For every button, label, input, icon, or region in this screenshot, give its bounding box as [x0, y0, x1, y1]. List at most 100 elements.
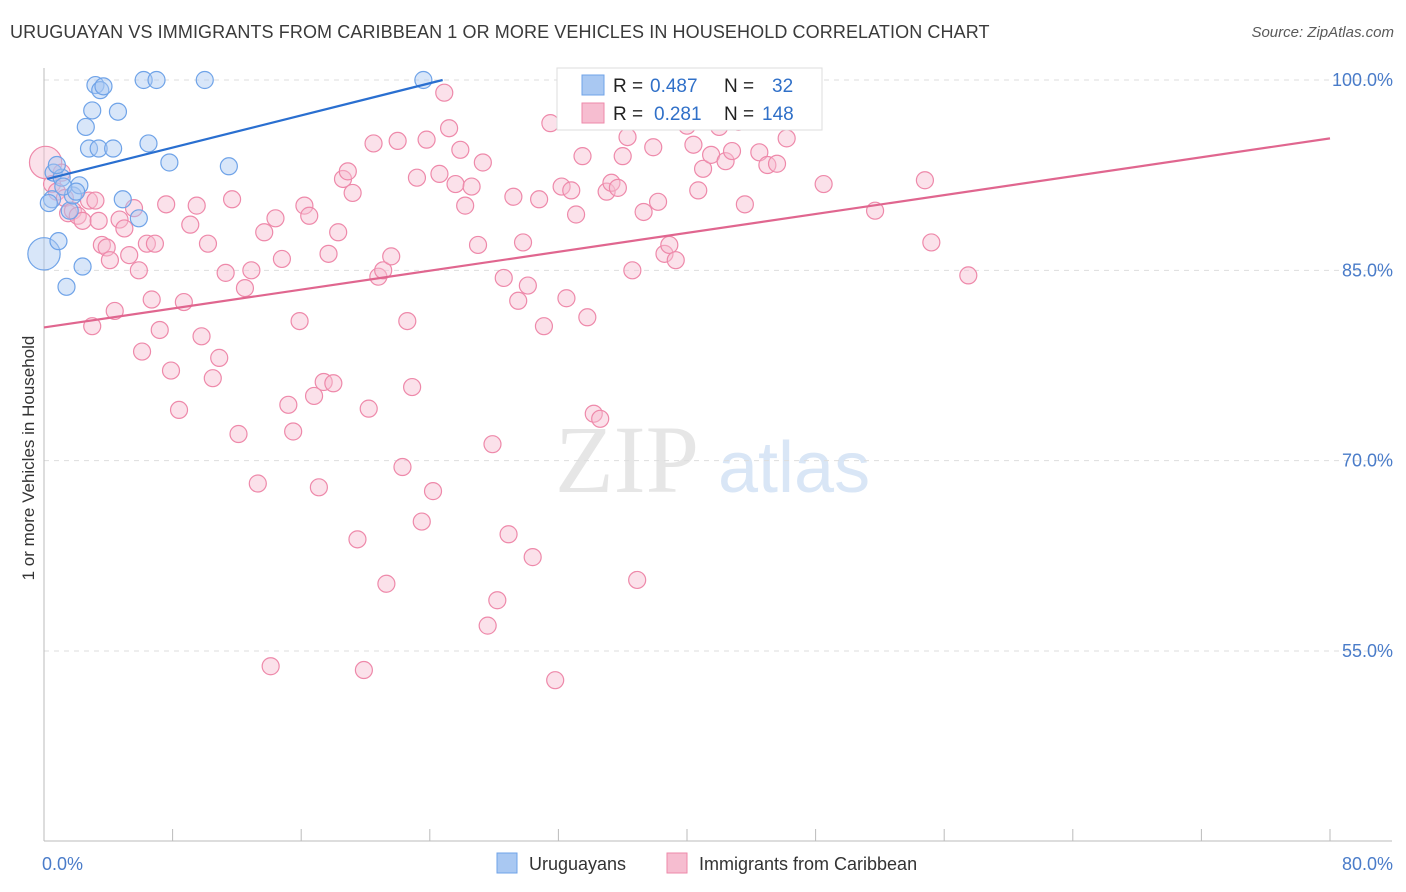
caribbean-point — [192, 327, 211, 346]
caribbean-point — [439, 119, 459, 138]
caribbean-point — [655, 244, 674, 263]
caribbean-point — [608, 178, 627, 197]
series-legend: Uruguayans Immigrants from Caribbean — [496, 852, 917, 874]
caribbean-point — [266, 209, 285, 228]
x-tick-label: 0.0% — [42, 854, 83, 874]
caribbean-point — [169, 400, 189, 420]
caribbean-point — [242, 261, 261, 280]
caribbean-point — [100, 251, 120, 270]
caribbean-point — [279, 395, 298, 414]
caribbean-point — [198, 234, 218, 253]
uruguayans-point — [94, 77, 113, 96]
stats-r-label-2: R = — [613, 104, 643, 125]
caribbean-point — [222, 190, 242, 209]
uruguayans-point — [79, 139, 99, 158]
caribbean-point — [513, 233, 533, 252]
caribbean-point — [359, 399, 378, 418]
caribbean-point — [319, 244, 338, 263]
uruguayans-point — [27, 237, 61, 271]
caribbean-trend-line — [43, 137, 1331, 329]
uruguayans-point — [76, 117, 95, 137]
caribbean-point — [523, 548, 542, 567]
caribbean-point — [716, 152, 735, 171]
caribbean-point — [509, 291, 528, 310]
caribbean-point — [666, 251, 685, 270]
uruguayans-point — [73, 257, 92, 276]
caribbean-point — [430, 164, 449, 183]
caribbean-point — [462, 177, 481, 196]
caribbean-point — [324, 374, 343, 393]
uruguayans-point — [60, 201, 79, 220]
caribbean-point — [86, 191, 105, 210]
caribbean-point — [504, 187, 523, 206]
series-uruguayans-points — [27, 70, 433, 296]
caribbean-point — [403, 377, 422, 397]
caribbean-point — [435, 83, 454, 102]
caribbean-point — [557, 289, 576, 308]
caribbean-point — [115, 219, 134, 238]
caribbean-point — [374, 261, 393, 280]
axes — [43, 68, 1392, 842]
uruguayans-point — [129, 209, 148, 228]
caribbean-point — [338, 162, 357, 181]
caribbean-point — [488, 591, 507, 610]
caribbean-point — [272, 249, 292, 269]
caribbean-point — [300, 206, 319, 225]
caribbean-point — [150, 320, 169, 340]
caribbean-point — [634, 202, 653, 222]
caribbean-point — [468, 235, 488, 255]
caribbean-point — [343, 183, 362, 203]
stats-n-value-1: 32 — [772, 76, 793, 97]
uruguayans-point — [219, 157, 238, 176]
caribbean-point — [541, 114, 560, 133]
caribbean-point — [157, 195, 176, 214]
tick-labels: 100.0% 85.0% 70.0% 55.0% 0.0% 80.0% — [42, 70, 1393, 874]
uruguayans-point — [134, 70, 153, 90]
caribbean-point — [161, 361, 181, 380]
caribbean-point — [120, 246, 139, 265]
watermark-atlas: atlas — [718, 428, 870, 508]
uruguayans-point — [57, 277, 76, 296]
stats-r-value-2: 0.281 — [654, 104, 702, 125]
caribbean-point — [216, 263, 235, 282]
stats-n-label-1: N = — [724, 76, 754, 97]
caribbean-point — [348, 530, 367, 549]
source-credit: Source: ZipAtlas.com — [1251, 24, 1394, 41]
caribbean-point — [473, 153, 492, 172]
caribbean-point — [530, 190, 549, 209]
watermark-zip: ZIP — [555, 406, 699, 513]
caribbean-point — [618, 128, 637, 147]
caribbean-point — [110, 210, 129, 229]
uruguayans-point — [67, 182, 86, 201]
uruguayans-point — [160, 153, 179, 172]
stats-r-label-1: R = — [613, 76, 643, 97]
caribbean-point — [181, 215, 200, 234]
caribbean-point — [684, 135, 703, 154]
uruguayans-point — [195, 70, 214, 90]
caribbean-point — [578, 308, 597, 327]
caribbean-point — [758, 155, 777, 175]
y-tick-label: 85.0% — [1342, 260, 1393, 280]
caribbean-point — [722, 141, 742, 161]
caribbean-point — [377, 574, 396, 593]
caribbean-point — [552, 177, 571, 196]
stats-n-value-2: 148 — [762, 104, 794, 125]
caribbean-point — [499, 525, 518, 544]
caribbean-point — [203, 369, 222, 388]
caribbean-point — [145, 234, 165, 253]
legend-swatch-caribbean — [666, 852, 688, 874]
caribbean-point — [89, 211, 108, 230]
uruguayans-point — [139, 134, 158, 153]
y-axis-label: 1 or more Vehicles in Household — [19, 336, 38, 581]
uruguayans-trend-line — [46, 78, 443, 181]
y-tick-label: 70.0% — [1342, 451, 1393, 471]
uruguayans-point — [49, 232, 68, 251]
caribbean-point — [248, 474, 267, 493]
x-tick-label: 80.0% — [1342, 854, 1393, 874]
caribbean-point — [591, 409, 610, 428]
caribbean-point — [562, 181, 581, 200]
legend-label-caribbean: Immigrants from Caribbean — [699, 854, 917, 874]
caribbean-point — [261, 657, 280, 676]
uruguayans-point — [108, 102, 128, 121]
